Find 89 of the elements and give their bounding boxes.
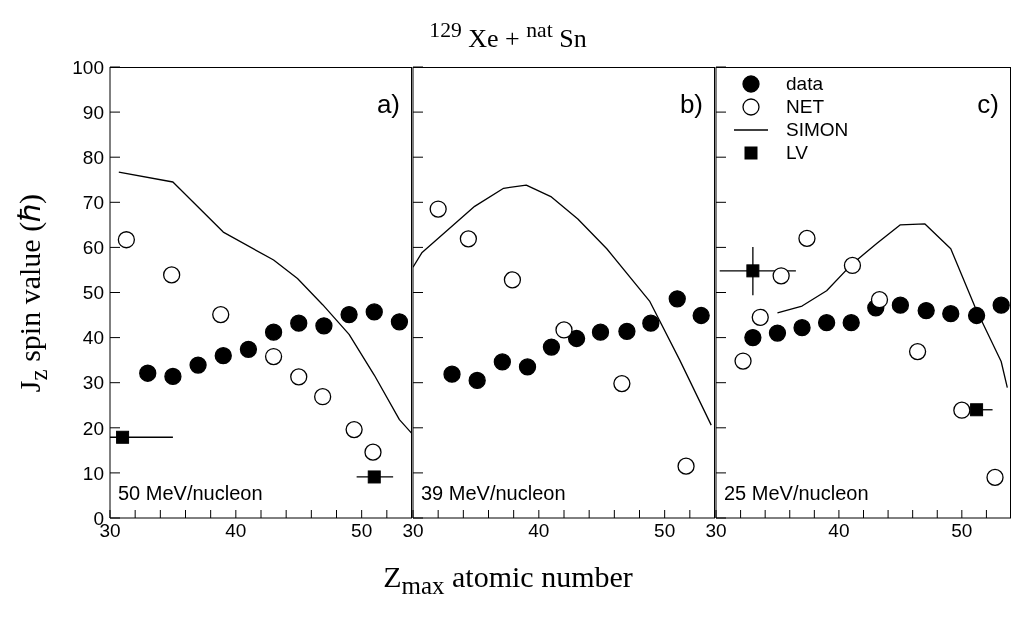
point — [917, 301, 935, 320]
legend-label: data — [786, 72, 823, 95]
point — [503, 271, 522, 289]
point — [986, 468, 1004, 487]
x-tick-label: 30 — [705, 520, 727, 542]
legend-label: NET — [786, 95, 824, 118]
x-axis-title: Z$_{max}$ atomic number — [382, 560, 634, 600]
y-tick-label: 80 — [82, 146, 104, 168]
annotation: c) — [977, 89, 999, 120]
point — [744, 328, 762, 347]
y-tick-label: 40 — [82, 327, 104, 349]
point — [692, 306, 710, 325]
point — [315, 317, 333, 335]
point — [618, 322, 636, 340]
x-tick-label: 50 — [654, 520, 676, 542]
point — [967, 306, 986, 325]
x-tick-label: 50 — [951, 520, 973, 542]
point — [734, 352, 752, 370]
point — [908, 342, 927, 361]
y-tick-label: 60 — [82, 237, 104, 259]
legend-label: LV — [786, 141, 808, 164]
point — [992, 296, 1010, 314]
point — [953, 401, 971, 419]
point — [870, 291, 889, 309]
y-tick-label: 70 — [82, 192, 104, 214]
point — [214, 346, 232, 365]
x-tick-label: 40 — [828, 520, 850, 542]
point — [345, 420, 363, 439]
annotation: a) — [376, 89, 400, 120]
y-tick-label: 90 — [82, 101, 104, 123]
point — [116, 430, 130, 444]
y-tick-label: 50 — [82, 282, 104, 304]
y-tick-label: 10 — [82, 462, 104, 484]
point — [842, 314, 860, 332]
point — [189, 356, 207, 374]
point — [843, 256, 862, 275]
point — [817, 314, 836, 332]
point — [459, 230, 478, 248]
point — [668, 290, 686, 308]
annotation: 50 MeV/nucleon — [118, 482, 263, 505]
legend-label: SIMON — [786, 118, 849, 141]
point — [891, 296, 910, 314]
y-tick-label: 20 — [82, 417, 104, 439]
point — [613, 374, 631, 393]
point — [942, 305, 960, 323]
point — [591, 323, 610, 341]
point — [367, 470, 381, 484]
point — [443, 365, 461, 383]
point — [290, 314, 308, 332]
point — [746, 264, 760, 278]
point — [677, 457, 695, 475]
point — [264, 347, 283, 366]
x-tick-label: 30 — [402, 520, 424, 542]
x-tick-label: 40 — [225, 520, 247, 542]
y-tick-label: 100 — [72, 56, 104, 78]
point — [290, 368, 308, 386]
point — [340, 305, 358, 324]
x-tick-label: 40 — [528, 520, 550, 542]
annotation: 39 MeV/nucleon — [421, 482, 566, 505]
point — [518, 358, 537, 376]
point — [555, 321, 573, 339]
y-tick-label: 30 — [82, 372, 104, 394]
point — [264, 323, 283, 341]
point — [493, 353, 511, 371]
point — [768, 324, 787, 342]
point — [542, 338, 561, 356]
point — [212, 305, 230, 324]
point — [365, 303, 383, 321]
point — [798, 229, 816, 248]
point — [163, 266, 181, 284]
point — [314, 388, 332, 406]
point — [772, 267, 790, 285]
x-tick-label: 50 — [351, 520, 373, 542]
annotation: b) — [679, 89, 703, 120]
point — [793, 319, 811, 337]
point — [139, 364, 157, 382]
point — [468, 371, 486, 390]
point — [567, 329, 586, 348]
point — [364, 443, 382, 461]
annotation: 25 MeV/nucleon — [724, 482, 869, 505]
point — [970, 403, 984, 417]
point — [429, 200, 447, 218]
point — [117, 231, 136, 249]
point — [642, 314, 660, 332]
point — [239, 340, 258, 358]
point — [751, 308, 769, 326]
chart-title: $^{129}$ Xe + $^{nat}$ Sn — [428, 18, 588, 54]
point — [390, 313, 409, 331]
point — [164, 367, 182, 386]
